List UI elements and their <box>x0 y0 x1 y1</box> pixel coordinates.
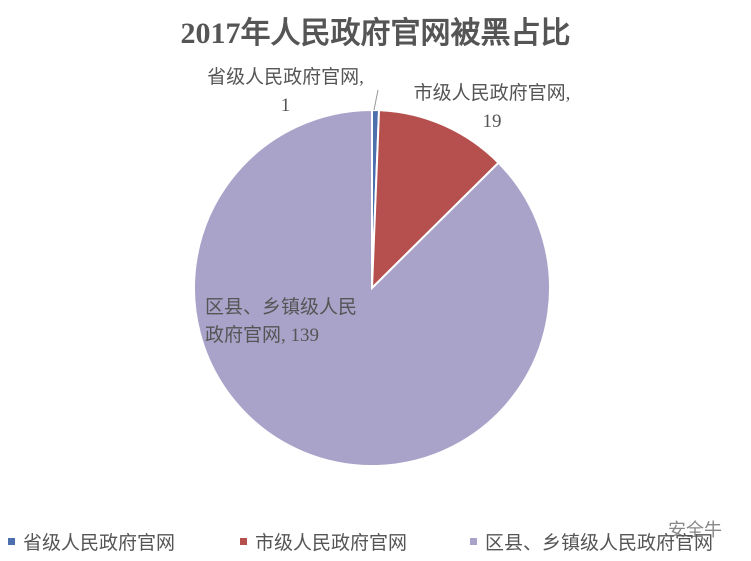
legend-swatch <box>470 538 477 545</box>
data-label-name: 省级人民政府官网 <box>207 67 360 88</box>
data-label-name: 市级人民政府官网 <box>413 83 566 104</box>
legend-item: 区县、乡镇级人民政府官网 <box>470 528 713 555</box>
watermark: 安全牛 <box>668 520 722 540</box>
data-label: 省级人民政府官网, 1 <box>203 64 368 120</box>
chart-title: 2017年人民政府官网被黑占比 <box>180 17 571 50</box>
legend-item: 省级人民政府官网 <box>8 528 175 555</box>
pie-slice <box>193 108 551 467</box>
legend-swatch <box>240 538 247 545</box>
leader-line <box>373 89 379 111</box>
data-label-value: 19 <box>482 111 502 132</box>
data-label-separator: , <box>359 67 364 88</box>
legend-label: 区县、乡镇级人民政府官网 <box>485 533 714 554</box>
legend-item: 市级人民政府官网 <box>240 528 407 555</box>
data-label-separator: , <box>281 325 291 346</box>
legend-label: 省级人民政府官网 <box>23 533 176 554</box>
legend-swatch <box>8 538 15 545</box>
data-label-value: 139 <box>290 325 320 346</box>
legend-label: 市级人民政府官网 <box>255 533 408 554</box>
data-label-separator: , <box>565 83 571 104</box>
data-label: 区县、乡镇级人民政府官网, 139 <box>205 294 375 350</box>
data-label-name: 区县、乡镇级人民政府官网 <box>205 297 358 346</box>
pie-slice <box>370 109 500 291</box>
data-label: 市级人民政府官网, 19 <box>412 80 572 136</box>
data-label-value: 1 <box>280 95 291 116</box>
